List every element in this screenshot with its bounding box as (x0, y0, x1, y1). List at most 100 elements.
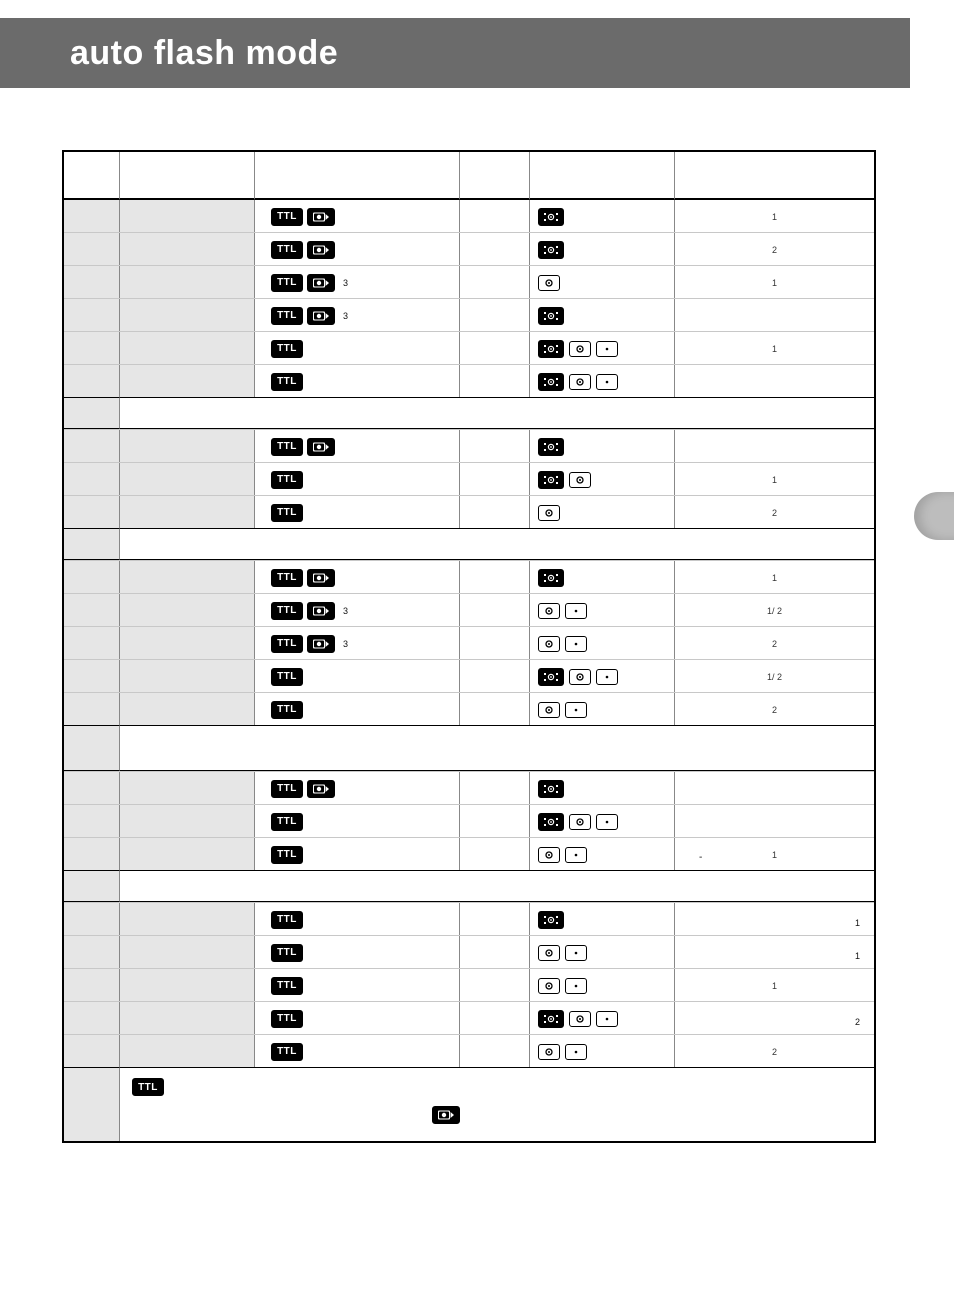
row-group-cell (64, 299, 119, 331)
ttl-icon: TTL (271, 668, 303, 686)
row-mode-cell: TTL (254, 200, 459, 232)
metering-icon-group (538, 945, 592, 961)
spot-metering-icon (565, 945, 587, 961)
row-group-cell (64, 772, 119, 804)
table-row: TTL 3 2 (64, 626, 874, 659)
row-blank-cell (459, 1002, 529, 1034)
row-metering-cell (529, 365, 674, 397)
row-group-cell (64, 838, 119, 870)
3d-matrix-metering-icon (538, 340, 564, 358)
footnote-marker: 3 (343, 639, 348, 649)
note-text: 1/ 2 (681, 672, 868, 682)
note-text: 1 (681, 344, 868, 354)
row-camera-cell (119, 936, 254, 968)
row-group-cell (64, 561, 119, 593)
monitor-preflash-icon (307, 438, 335, 456)
spot-metering-icon (596, 374, 618, 390)
row-mode-cell: TTL (254, 561, 459, 593)
note-text: 1 (681, 850, 868, 860)
ttl-icon: TTL (271, 438, 303, 456)
row-metering-cell (529, 660, 674, 692)
ttl-icon: TTL (271, 846, 303, 864)
row-note-cell (674, 365, 874, 397)
metering-icon-group (538, 505, 565, 521)
center-weighted-metering-icon (569, 472, 591, 488)
metering-icon-group (538, 471, 596, 489)
row-mode-cell: TTL (254, 838, 459, 870)
row-blank-cell (459, 838, 529, 870)
row-metering-cell (529, 969, 674, 1001)
note-text: 2 (681, 639, 868, 649)
monitor-preflash-icon (307, 241, 335, 259)
metering-icon-group (538, 438, 569, 456)
ttl-icon: TTL (271, 911, 303, 929)
row-camera-cell (119, 693, 254, 725)
row-metering-cell (529, 936, 674, 968)
ttl-icon: TTL (271, 1043, 303, 1061)
spot-metering-icon (565, 1044, 587, 1060)
row-mode-cell: TTL (254, 1002, 459, 1034)
row-group-cell (64, 969, 119, 1001)
row-blank-cell (459, 627, 529, 659)
row-note-cell: 2 (674, 233, 874, 265)
row-mode-cell: TTL 3 (254, 627, 459, 659)
row-mode-cell: TTL (254, 233, 459, 265)
metering-icon-group (538, 847, 592, 863)
note-text: 1 (681, 475, 868, 485)
note-text: 2 (681, 705, 868, 715)
table-row: TTL 2 (64, 1001, 874, 1034)
center-weighted-metering-icon (538, 275, 560, 291)
row-metering-cell (529, 1002, 674, 1034)
row-mode-cell: TTL (254, 772, 459, 804)
row-note-cell: 2 (674, 496, 874, 528)
ttl-icon: TTL (271, 780, 303, 798)
row-blank-cell (459, 594, 529, 626)
row-blank-cell (459, 772, 529, 804)
row-group-cell (64, 660, 119, 692)
note-text: 1 (681, 573, 868, 583)
note-cell-inner: 1 (681, 278, 868, 288)
table-header-cell (64, 152, 119, 200)
row-blank-cell (459, 200, 529, 232)
table-row: TTL (64, 804, 874, 837)
metering-icon-group (538, 978, 592, 994)
row-group-cell (64, 496, 119, 528)
metering-icon-group (538, 603, 592, 619)
table-header-cell (529, 152, 674, 200)
header-bar: auto flash mode (0, 18, 910, 88)
note-cell-inner: 1 (681, 344, 868, 354)
3d-matrix-metering-icon (538, 813, 564, 831)
3d-matrix-metering-icon (538, 307, 564, 325)
metering-icon-group (538, 1010, 623, 1028)
row-camera-cell (119, 805, 254, 837)
spot-metering-icon (596, 1011, 618, 1027)
note-text: 2 (681, 245, 868, 255)
note-cell-inner: 1/ 2 (681, 672, 868, 682)
note-cell-inner: 1 (681, 475, 868, 485)
row-metering-cell (529, 693, 674, 725)
row-blank-cell (459, 561, 529, 593)
ttl-icon: TTL (132, 1078, 164, 1096)
row-metering-cell (529, 903, 674, 935)
table-row: TTL 1 (64, 560, 874, 593)
row-mode-cell: TTL (254, 365, 459, 397)
spot-metering-icon (565, 702, 587, 718)
3d-matrix-metering-icon (538, 471, 564, 489)
row-note-cell (674, 430, 874, 462)
monitor-preflash-icon (307, 307, 335, 325)
row-note-cell: 2 (674, 1035, 874, 1067)
3d-matrix-metering-icon (538, 569, 564, 587)
row-group-cell (64, 332, 119, 364)
metering-icon-group (538, 340, 623, 358)
row-camera-cell (119, 903, 254, 935)
row-group-cell (64, 266, 119, 298)
row-note-cell: 1 (674, 200, 874, 232)
row-mode-cell: TTL (254, 332, 459, 364)
row-note-cell: 2 (674, 693, 874, 725)
row-group-cell (64, 594, 119, 626)
row-note-cell: 1 (674, 969, 874, 1001)
note-cell-inner: 2 (681, 639, 868, 649)
row-camera-cell (119, 233, 254, 265)
row-camera-cell (119, 660, 254, 692)
row-metering-cell (529, 332, 674, 364)
